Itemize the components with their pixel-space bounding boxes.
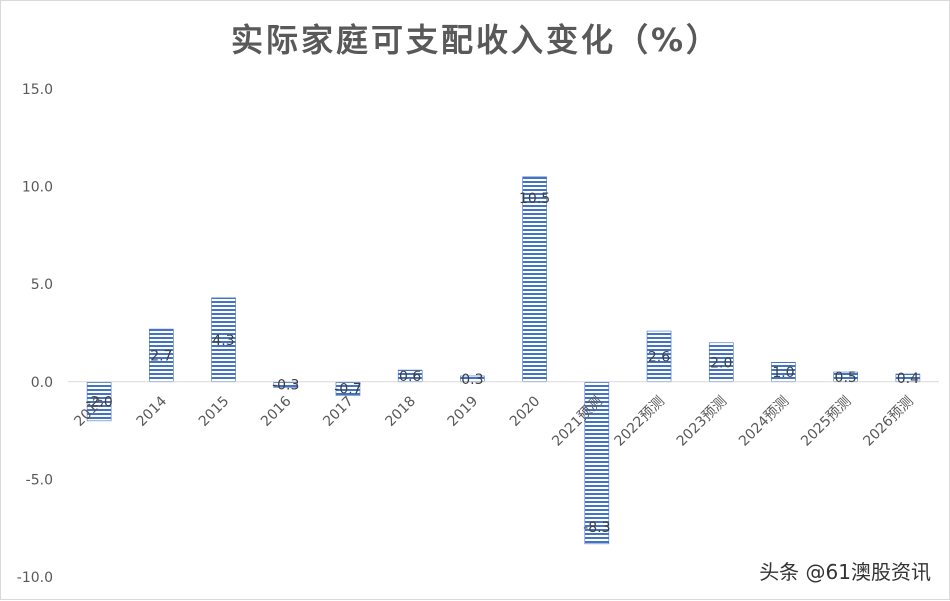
bar: [211, 297, 236, 383]
data-label: 1.0: [772, 365, 794, 381]
y-tick-label: 0.0: [31, 375, 53, 391]
bar: [522, 176, 547, 383]
bar-series: [86, 176, 921, 545]
x-tick-label: 2020: [507, 393, 544, 430]
y-tick-label: -5.0: [26, 472, 53, 488]
data-label: -0.3: [272, 378, 299, 394]
x-tick-label: 2017: [320, 393, 357, 430]
data-label: 4.3: [212, 333, 234, 349]
y-tick-label: 15.0: [22, 82, 53, 98]
data-label: -0.7: [334, 382, 361, 398]
data-label: 0.4: [897, 371, 919, 387]
x-tick-label: 2015: [196, 393, 233, 430]
x-tick-label: 2026预测: [860, 393, 916, 449]
x-tick-label: 2022预测: [612, 393, 668, 449]
data-label: 0.5: [835, 370, 857, 386]
x-tick-label: 2019: [445, 393, 482, 430]
y-tick-label: 10.0: [22, 180, 53, 196]
y-axis: 15.0 10.0 5.0 0.0 -5.0 -10.0: [17, 82, 53, 586]
x-tick-label: 2018: [382, 393, 419, 430]
x-tick-label: 2016: [258, 393, 295, 430]
data-labels: -2.0 2.7 4.3 -0.3 -0.7 0.6 0.3 10.5 -8.3 2.6 2.0 1.…: [85, 191, 919, 536]
data-label: 2.0: [710, 355, 732, 371]
data-label: 0.3: [461, 372, 483, 388]
data-label: -2.0: [85, 394, 112, 410]
bar: [708, 342, 734, 383]
chart-title: 实际家庭可支配收入变化（%）: [230, 21, 722, 59]
data-label: 10.5: [519, 191, 550, 207]
y-tick-label: 5.0: [31, 277, 53, 293]
x-tick-label: 2023预测: [674, 393, 730, 449]
x-tick-label: 2025预测: [798, 393, 854, 449]
data-label: 2.7: [150, 348, 172, 364]
y-tick-label: -10.0: [17, 570, 53, 586]
data-label: 0.6: [399, 369, 421, 385]
bar: [646, 330, 672, 383]
x-tick-label: 2014: [134, 393, 171, 430]
data-label: -8.3: [583, 520, 610, 536]
bar: [584, 381, 610, 545]
bar: [149, 328, 174, 383]
bar: [86, 381, 112, 422]
x-tick-label: 2024预测: [736, 393, 792, 449]
data-label: 2.6: [648, 349, 670, 365]
watermark: 头条 @61澳股资讯: [759, 560, 931, 584]
x-axis: 2013 2014 2015 2016 2017 2018 2019 2020 2021预测 20…: [71, 393, 916, 449]
